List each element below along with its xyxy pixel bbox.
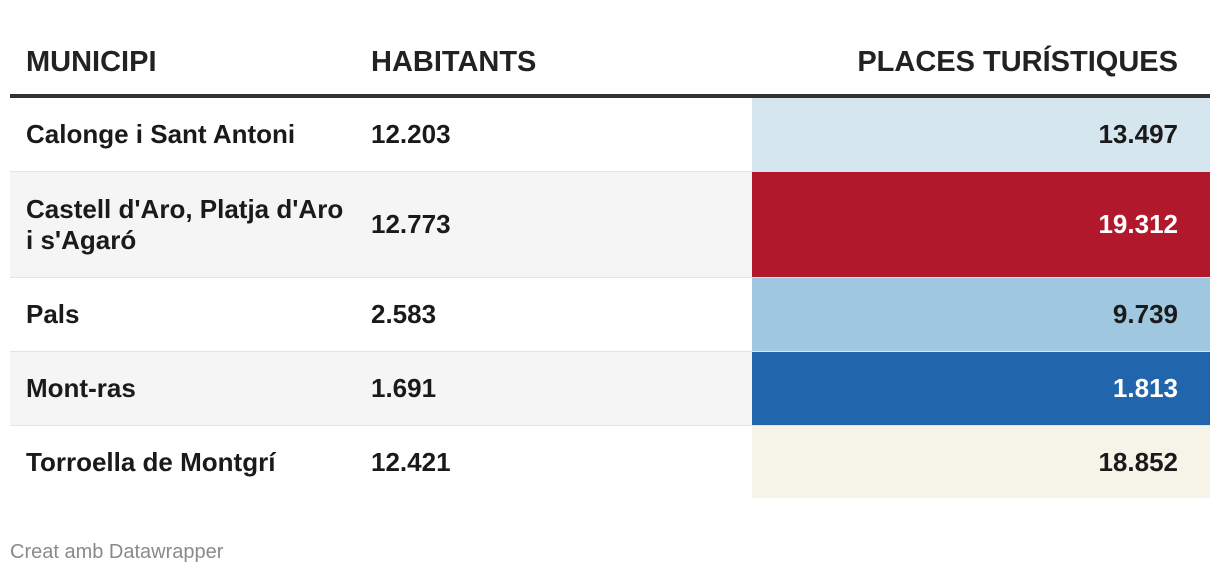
cell-places-turistiques: 18.852 <box>752 426 1210 498</box>
cell-places-turistiques: 1.813 <box>752 352 1210 425</box>
cell-habitants: 2.583 <box>371 299 437 329</box>
cell-habitants: 1.691 <box>371 373 437 403</box>
cell-municipi: Castell d'Aro, Platja d'Aro i s'Agaró <box>10 194 355 256</box>
municipi-name: Calonge i Sant Antoni <box>26 119 296 149</box>
header-places-turistiques[interactable]: PLACES TURÍSTIQUES <box>857 45 1178 78</box>
cell-places-turistiques: 19.312 <box>752 172 1210 277</box>
table-row: Calonge i Sant Antoni 12.203 13.497 <box>10 98 1210 172</box>
table-row: Torroella de Montgrí 12.421 18.852 <box>10 426 1210 498</box>
municipi-name: Torroella de Montgrí <box>26 446 276 477</box>
municipi-name: Pals <box>26 299 80 329</box>
cell-places-turistiques: 9.739 <box>752 278 1210 351</box>
header-habitants[interactable]: HABITANTS <box>371 45 537 78</box>
table-header: MUNICIPI HABITANTS PLACES TURÍSTIQUES <box>10 30 1210 98</box>
table-row: Pals 2.583 9.739 <box>10 278 1210 352</box>
cell-habitants: 12.773 <box>371 209 451 239</box>
data-table: MUNICIPI HABITANTS PLACES TURÍSTIQUES Ca… <box>10 30 1210 498</box>
cell-municipi: Pals <box>10 299 355 330</box>
cell-habitants: 12.421 <box>371 446 451 477</box>
cell-places-turistiques: 13.497 <box>752 98 1210 171</box>
table-row: Mont-ras 1.691 1.813 <box>10 352 1210 426</box>
municipi-name: Castell d'Aro, Platja d'Aro i s'Agaró <box>26 193 344 255</box>
cell-municipi: Calonge i Sant Antoni <box>10 119 355 150</box>
cell-municipi: Torroella de Montgrí <box>10 447 355 478</box>
cell-habitants: 12.203 <box>371 119 451 149</box>
table-row: Castell d'Aro, Platja d'Aro i s'Agaró 12… <box>10 172 1210 278</box>
header-municipi[interactable]: MUNICIPI <box>26 45 157 78</box>
footer-credit[interactable]: Creat amb Datawrapper <box>10 541 224 563</box>
cell-municipi: Mont-ras <box>10 373 355 404</box>
municipi-name: Mont-ras <box>26 373 136 403</box>
